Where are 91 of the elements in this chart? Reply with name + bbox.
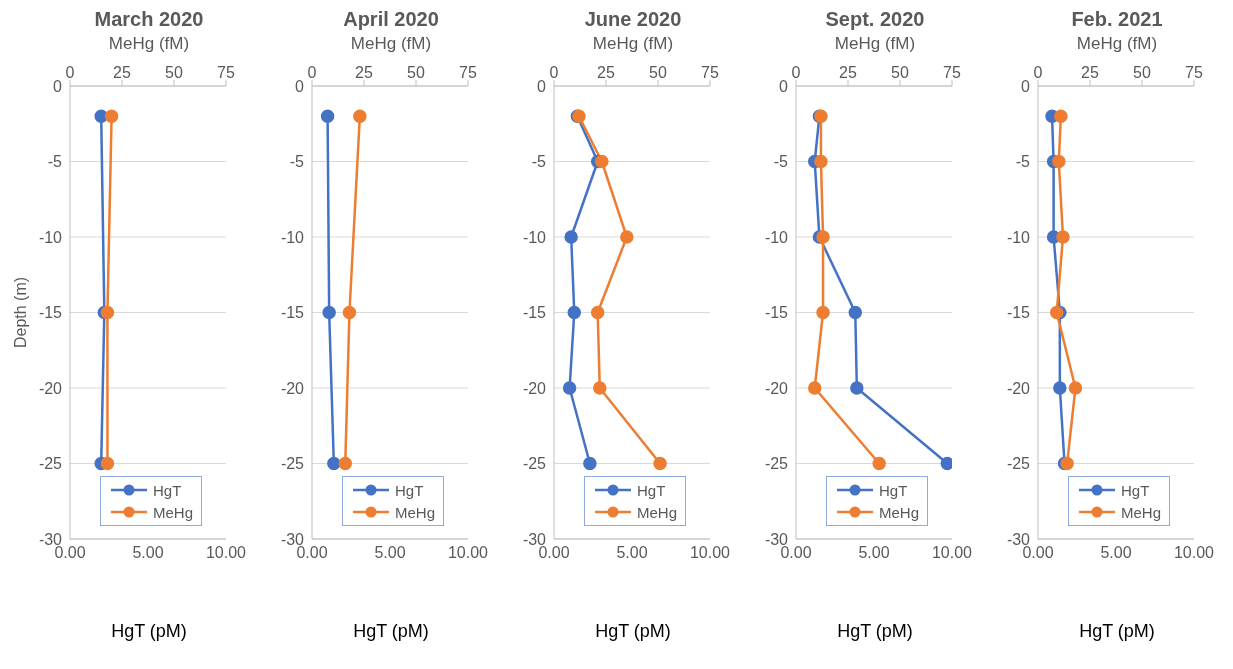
y-tick-label: -5 — [289, 153, 305, 171]
x2-tick-label: 75 — [459, 64, 477, 81]
x-axis-title: HgT (pM) — [594, 621, 672, 642]
x-tick-label: 5.00 — [616, 544, 648, 562]
y-tick-label: -5 — [773, 153, 789, 171]
legend-label: MeHg — [879, 503, 920, 521]
x2-tick-label: 0 — [307, 64, 317, 81]
x-tick-label: 10.00 — [205, 544, 247, 562]
chart-title: June 2020 — [583, 8, 683, 32]
y-axis-title: Depth (m) — [11, 276, 29, 349]
y-tick-label: -20 — [764, 379, 789, 397]
x2-axis-title: MeHg (fM) — [107, 34, 191, 55]
chart-title: March 2020 — [93, 8, 205, 32]
y-tick-label: -15 — [522, 304, 547, 322]
legend-label: MeHg — [395, 503, 436, 521]
chart-title: Feb. 2021 — [1070, 8, 1164, 32]
x2-tick-label: 25 — [597, 64, 615, 81]
legend-label: MeHg — [637, 503, 678, 521]
x2-tick-label: 75 — [701, 64, 719, 81]
x2-tick-label: 75 — [943, 64, 961, 81]
x2-tick-label: 0 — [549, 64, 559, 81]
x-tick-label: 0.00 — [538, 544, 570, 562]
y-tick-label: -10 — [764, 228, 789, 246]
x2-tick-label: 50 — [407, 64, 425, 81]
y-tick-label: 0 — [1021, 77, 1031, 95]
y-tick-label: -25 — [522, 455, 547, 473]
y-tick-label: -20 — [522, 379, 547, 397]
x-tick-label: 0.00 — [54, 544, 86, 562]
legend-label: HgT — [637, 481, 666, 499]
y-tick-label: -10 — [1006, 228, 1031, 246]
y-tick-label: 0 — [53, 77, 63, 95]
y-tick-label: -20 — [280, 379, 305, 397]
legend-label: MeHg — [1121, 503, 1162, 521]
x-axis-title: HgT (pM) — [352, 621, 430, 642]
y-tick-label: 0 — [537, 77, 547, 95]
legend-label: HgT — [153, 481, 182, 499]
x2-tick-label: 0 — [65, 64, 75, 81]
x-tick-label: 10.00 — [689, 544, 731, 562]
x-axis-title: HgT (pM) — [110, 621, 188, 642]
x2-tick-label: 0 — [1033, 64, 1043, 81]
x2-axis-title: MeHg (fM) — [349, 34, 433, 55]
x2-tick-label: 75 — [1185, 64, 1203, 81]
y-tick-label: -25 — [38, 455, 63, 473]
y-tick-label: -15 — [280, 304, 305, 322]
x2-tick-label: 0 — [791, 64, 801, 81]
x2-tick-label: 25 — [1081, 64, 1099, 81]
legend-label: HgT — [879, 481, 908, 499]
y-tick-label: -5 — [531, 153, 547, 171]
x-tick-label: 10.00 — [931, 544, 973, 562]
x-tick-label: 10.00 — [447, 544, 489, 562]
y-tick-label: -15 — [1006, 304, 1031, 322]
x-axis-title: HgT (pM) — [1078, 621, 1156, 642]
x-tick-label: 0.00 — [780, 544, 812, 562]
x2-tick-label: 50 — [649, 64, 667, 81]
x-tick-label: 0.00 — [296, 544, 328, 562]
x2-axis-title: MeHg (fM) — [833, 34, 917, 55]
x-tick-label: 5.00 — [132, 544, 164, 562]
legend-label: HgT — [1121, 481, 1150, 499]
x2-tick-label: 50 — [891, 64, 909, 81]
x2-tick-label: 25 — [113, 64, 131, 81]
x-tick-label: 5.00 — [858, 544, 890, 562]
x2-tick-label: 50 — [1133, 64, 1151, 81]
x-tick-label: 10.00 — [1173, 544, 1215, 562]
y-tick-label: -20 — [1006, 379, 1031, 397]
y-tick-label: -15 — [764, 304, 789, 322]
y-tick-label: -25 — [764, 455, 789, 473]
x2-axis-title: MeHg (fM) — [1075, 34, 1159, 55]
x-tick-label: 5.00 — [1100, 544, 1132, 562]
chart-title: April 2020 — [342, 8, 440, 32]
x2-axis-title: MeHg (fM) — [591, 34, 675, 55]
x2-tick-label: 25 — [839, 64, 857, 81]
x2-tick-label: 75 — [217, 64, 235, 81]
x2-tick-label: 25 — [355, 64, 373, 81]
legend-label: HgT — [395, 481, 424, 499]
y-tick-label: -25 — [280, 455, 305, 473]
y-tick-label: -25 — [1006, 455, 1031, 473]
y-tick-label: -5 — [47, 153, 63, 171]
x2-tick-label: 50 — [165, 64, 183, 81]
x-axis-title: HgT (pM) — [836, 621, 914, 642]
y-tick-label: -10 — [38, 228, 63, 246]
y-tick-label: -15 — [38, 304, 63, 322]
chart-title: Sept. 2020 — [824, 8, 926, 32]
y-tick-label: 0 — [295, 77, 305, 95]
y-tick-label: 0 — [779, 77, 789, 95]
y-tick-label: -10 — [280, 228, 305, 246]
y-tick-label: -5 — [1015, 153, 1031, 171]
legend-label: MeHg — [153, 503, 194, 521]
y-tick-label: -20 — [38, 379, 63, 397]
x-tick-label: 5.00 — [374, 544, 406, 562]
x-tick-label: 0.00 — [1022, 544, 1054, 562]
y-tick-label: -10 — [522, 228, 547, 246]
